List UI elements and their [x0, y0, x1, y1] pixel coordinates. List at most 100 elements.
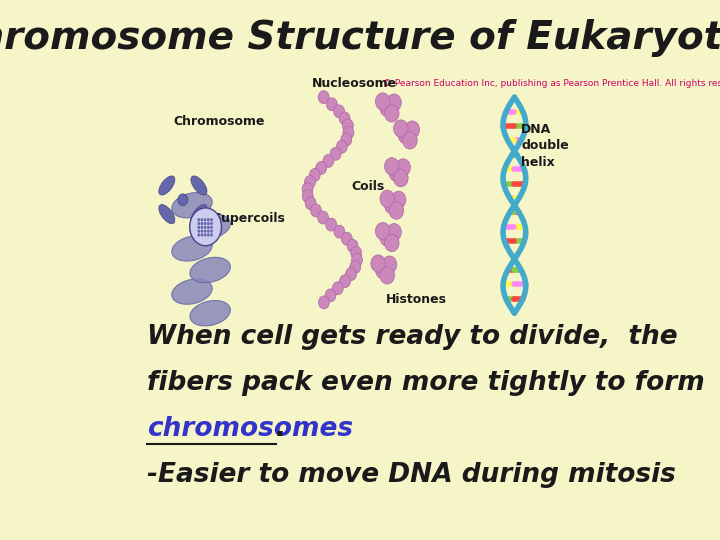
Circle shape [343, 119, 354, 132]
Circle shape [197, 222, 200, 225]
Circle shape [210, 230, 213, 233]
Circle shape [380, 99, 395, 117]
Ellipse shape [172, 193, 212, 218]
Circle shape [207, 226, 210, 229]
Circle shape [201, 226, 203, 229]
Circle shape [333, 105, 345, 118]
Text: Nucleosome: Nucleosome [312, 77, 397, 90]
Text: DNA: DNA [521, 123, 552, 136]
Text: When cell gets ready to divide,  the: When cell gets ready to divide, the [147, 325, 678, 350]
Circle shape [302, 183, 313, 195]
Circle shape [384, 158, 399, 175]
Text: fibers pack even more tightly to form: fibers pack even more tightly to form [147, 370, 704, 396]
Circle shape [207, 218, 210, 221]
Circle shape [305, 197, 316, 210]
Circle shape [336, 140, 347, 153]
Circle shape [375, 261, 390, 279]
Circle shape [389, 202, 404, 219]
Circle shape [380, 267, 395, 284]
Circle shape [204, 230, 207, 233]
Circle shape [197, 233, 200, 237]
Ellipse shape [172, 279, 212, 304]
Text: Supercoils: Supercoils [212, 212, 285, 225]
Circle shape [384, 105, 399, 122]
Ellipse shape [190, 301, 230, 326]
Circle shape [402, 132, 417, 149]
Circle shape [351, 246, 361, 259]
Circle shape [197, 226, 200, 229]
Ellipse shape [159, 205, 175, 224]
Circle shape [343, 126, 354, 139]
Text: .: . [276, 416, 286, 442]
Circle shape [318, 91, 329, 104]
Circle shape [341, 232, 352, 245]
Circle shape [392, 191, 406, 208]
Circle shape [340, 275, 351, 288]
Circle shape [380, 229, 395, 246]
Circle shape [375, 93, 390, 110]
Circle shape [351, 253, 362, 266]
Ellipse shape [172, 236, 212, 261]
Text: Histones: Histones [387, 293, 447, 306]
Circle shape [310, 168, 320, 181]
Circle shape [302, 190, 313, 202]
Circle shape [201, 222, 203, 225]
Circle shape [210, 233, 213, 237]
Circle shape [207, 233, 210, 237]
Text: chromosomes: chromosomes [147, 416, 353, 442]
Circle shape [384, 197, 399, 214]
Circle shape [207, 222, 210, 225]
Ellipse shape [190, 214, 230, 239]
Circle shape [201, 233, 203, 237]
Circle shape [325, 289, 336, 302]
Text: helix: helix [521, 156, 555, 168]
Circle shape [405, 121, 420, 138]
Text: -Easier to move DNA during mitosis: -Easier to move DNA during mitosis [147, 462, 675, 488]
Circle shape [201, 230, 203, 233]
Circle shape [201, 218, 203, 221]
Circle shape [387, 224, 401, 241]
Ellipse shape [191, 176, 207, 195]
Circle shape [305, 176, 315, 188]
Circle shape [346, 268, 356, 281]
Ellipse shape [191, 205, 207, 224]
Circle shape [197, 218, 200, 221]
Text: Chromosome Structure of Eukaryotes: Chromosome Structure of Eukaryotes [0, 19, 720, 57]
Text: Coils: Coils [351, 180, 384, 193]
Circle shape [189, 208, 222, 246]
Circle shape [371, 255, 385, 272]
Circle shape [384, 234, 399, 252]
Text: Chromosome: Chromosome [174, 115, 265, 128]
Circle shape [207, 230, 210, 233]
Circle shape [330, 147, 341, 160]
Circle shape [382, 256, 397, 273]
Circle shape [315, 161, 327, 174]
Circle shape [333, 282, 343, 295]
Circle shape [210, 222, 213, 225]
Circle shape [210, 218, 213, 221]
Text: © Pearson Education Inc, publishing as Pearson Prentice Hall. All rights reserve: © Pearson Education Inc, publishing as P… [383, 79, 720, 88]
Circle shape [210, 226, 213, 229]
Ellipse shape [159, 176, 175, 195]
Circle shape [350, 260, 361, 273]
Circle shape [204, 218, 207, 221]
Circle shape [318, 296, 329, 309]
Circle shape [310, 204, 321, 217]
Circle shape [204, 222, 207, 225]
Circle shape [341, 133, 352, 146]
Circle shape [394, 170, 408, 187]
Circle shape [204, 226, 207, 229]
Ellipse shape [190, 258, 230, 282]
Circle shape [318, 211, 328, 224]
Circle shape [389, 164, 404, 181]
Circle shape [387, 94, 401, 111]
Circle shape [197, 230, 200, 233]
Ellipse shape [178, 194, 188, 206]
Circle shape [347, 239, 358, 252]
Circle shape [375, 222, 390, 240]
Circle shape [339, 112, 350, 125]
Circle shape [325, 218, 336, 231]
Circle shape [398, 126, 413, 144]
Circle shape [204, 233, 207, 237]
Circle shape [334, 225, 345, 238]
